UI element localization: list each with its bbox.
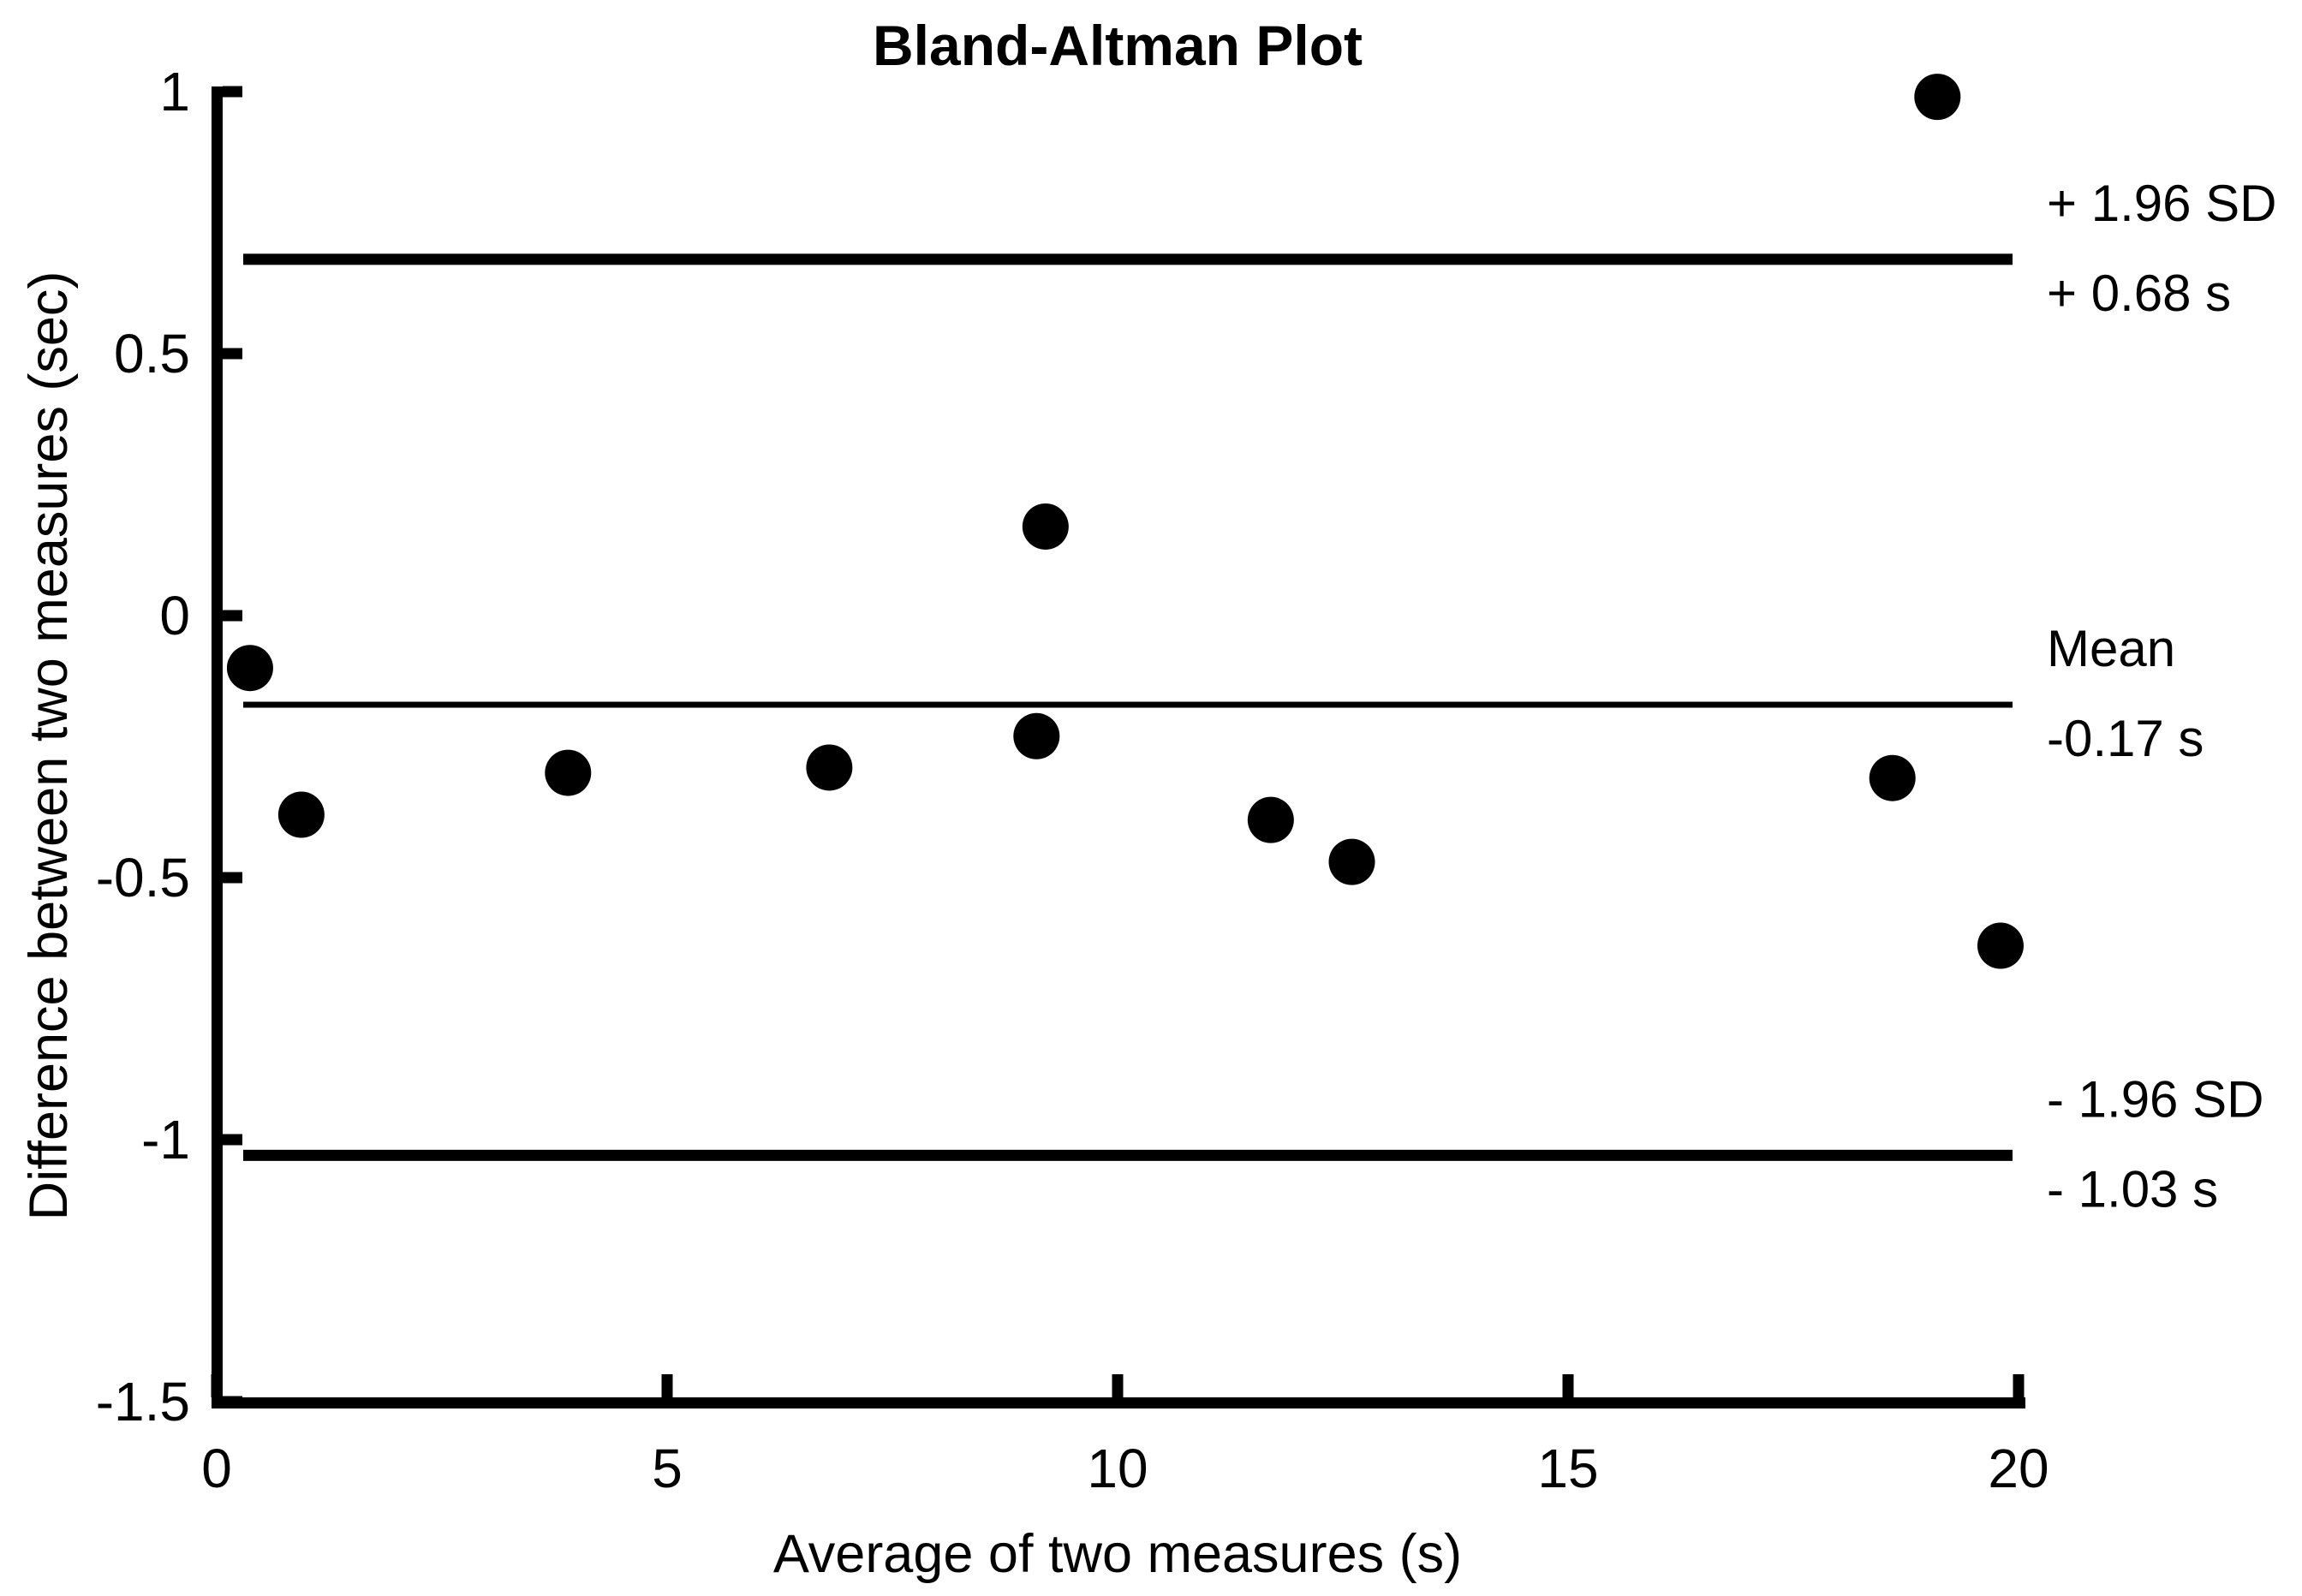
annotation-lower-loa-value: - 1.03 s xyxy=(2047,1160,2218,1218)
y-tick-label: 0.5 xyxy=(114,323,190,384)
reference-line-lower-loa xyxy=(243,1149,2013,1161)
x-tick-label: 20 xyxy=(1988,1438,2049,1499)
data-point xyxy=(1328,838,1375,885)
data-point xyxy=(806,744,853,791)
data-point xyxy=(1247,796,1294,843)
x-tick xyxy=(1112,1374,1124,1397)
data-point xyxy=(545,749,592,796)
annotation-upper-loa-value: + 0.68 s xyxy=(2047,265,2231,322)
x-tick-label: 15 xyxy=(1537,1438,1598,1499)
annotation-mean-value: -0.17 s xyxy=(2047,710,2204,767)
x-tick-label: 5 xyxy=(652,1438,683,1499)
x-tick xyxy=(211,1374,223,1397)
annotation-upper-loa-name: + 1.96 SD xyxy=(2047,175,2277,232)
y-axis-line xyxy=(212,86,223,1408)
data-point xyxy=(1022,503,1069,550)
y-tick xyxy=(223,86,242,98)
y-tick xyxy=(223,1396,242,1408)
y-tick xyxy=(223,348,242,360)
x-tick xyxy=(1562,1374,1574,1397)
x-tick-label: 0 xyxy=(201,1438,232,1499)
y-tick-label: 1 xyxy=(159,61,190,122)
y-tick xyxy=(223,610,242,622)
data-point xyxy=(277,791,325,838)
data-point xyxy=(1869,754,1916,801)
x-axis-line xyxy=(212,1397,2025,1408)
y-tick-label: 0 xyxy=(159,585,190,646)
x-axis-title: Average of two measures (s) xyxy=(772,1524,1463,1584)
reference-line-mean xyxy=(243,701,2013,708)
annotation-mean-name: Mean xyxy=(2047,620,2175,677)
x-tick xyxy=(661,1374,673,1397)
y-tick-label: -0.5 xyxy=(96,847,190,908)
y-tick xyxy=(223,872,242,884)
data-point xyxy=(226,645,273,692)
x-tick xyxy=(2013,1374,2025,1397)
chart-title: Bland-Altman Plot xyxy=(873,14,1363,77)
y-tick-label: -1 xyxy=(141,1109,190,1170)
x-tick-label: 10 xyxy=(1087,1438,1148,1499)
reference-line-upper-loa xyxy=(243,253,2013,265)
annotation-lower-loa-name: - 1.96 SD xyxy=(2047,1070,2263,1128)
data-point xyxy=(1013,712,1060,759)
data-point xyxy=(1914,74,1961,121)
y-tick-label: -1.5 xyxy=(96,1371,190,1432)
data-point xyxy=(1977,922,2024,969)
y-tick xyxy=(223,1134,242,1146)
